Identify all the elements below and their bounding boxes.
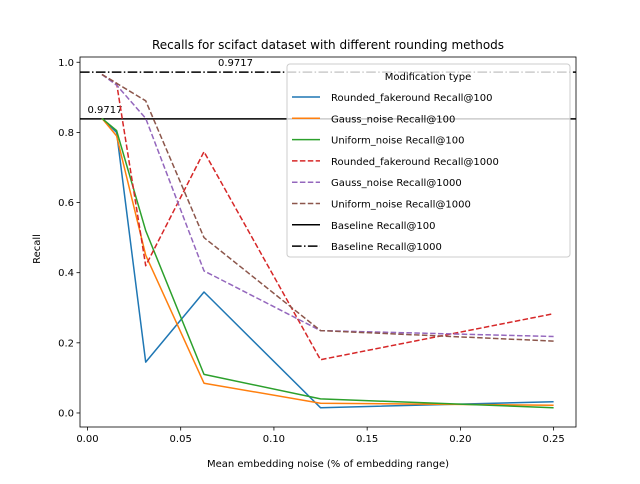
legend-title: Modification type (385, 72, 471, 83)
y-tick-label: 0.8 (58, 128, 74, 139)
y-tick-label: 0.2 (58, 338, 74, 349)
legend-label-rounded-fakeround-recall-100: Rounded_fakeround Recall@100 (331, 93, 493, 104)
legend-label-uniform-noise-recall-100: Uniform_noise Recall@100 (331, 136, 464, 147)
series-line-gauss-noise-recall-100 (101, 117, 554, 407)
plot-area: 0.9717 0.9717 (80, 58, 576, 409)
x-tick-label: 0.20 (449, 434, 471, 445)
series-line-uniform-noise-recall-100 (101, 117, 554, 409)
legend: Modification type Rounded_fakeround Reca… (286, 63, 571, 258)
x-axis: 0.00 0.05 0.10 0.15 0.20 0.25 (76, 427, 565, 445)
y-tick-label: 0.4 (58, 268, 74, 279)
legend-label-gauss-noise-recall-100: Gauss_noise Recall@100 (331, 114, 455, 125)
x-tick-label: 0.00 (76, 434, 98, 445)
baseline-annotation: 0.9717 (218, 58, 253, 69)
legend-label-uniform-noise-recall-1000: Uniform_noise Recall@1000 (331, 200, 471, 211)
x-tick-label: 0.10 (263, 434, 285, 445)
x-tick-label: 0.25 (542, 434, 564, 445)
y-tick-label: 0.6 (58, 198, 74, 209)
x-axis-label: Mean embedding noise (% of embedding ran… (207, 459, 449, 470)
axes-frame (79, 56, 577, 428)
legend-items: Rounded_fakeround Recall@100 Gauss_noise … (292, 93, 499, 253)
legend-label-baseline-recall-1000: Baseline Recall@1000 (331, 242, 442, 253)
legend-box (286, 63, 571, 258)
chart-title: Recalls for scifact dataset with differe… (152, 38, 504, 52)
legend-label-rounded-fakeround-recall-1000: Rounded_fakeround Recall@1000 (331, 157, 499, 168)
series-line-rounded-fakeround-recall-100 (101, 117, 554, 409)
y-tick-label: 0.0 (58, 408, 74, 419)
series-line-gauss-noise-recall-1000 (101, 73, 554, 338)
baseline-annotation: 0.9717 (87, 105, 122, 116)
legend-label-gauss-noise-recall-1000: Gauss_noise Recall@1000 (331, 178, 462, 189)
series-line-uniform-noise-recall-1000 (101, 73, 554, 342)
legend-label-baseline-recall-100: Baseline Recall@100 (331, 221, 436, 232)
y-tick-label: 1.0 (58, 58, 74, 69)
y-axis-label: Recall (32, 234, 43, 264)
series-line-rounded-fakeround-recall-1000 (101, 73, 554, 361)
y-axis: 0.0 0.2 0.4 0.6 0.8 1.0 (58, 58, 80, 419)
x-tick-label: 0.05 (170, 434, 192, 445)
x-tick-label: 0.15 (356, 434, 378, 445)
